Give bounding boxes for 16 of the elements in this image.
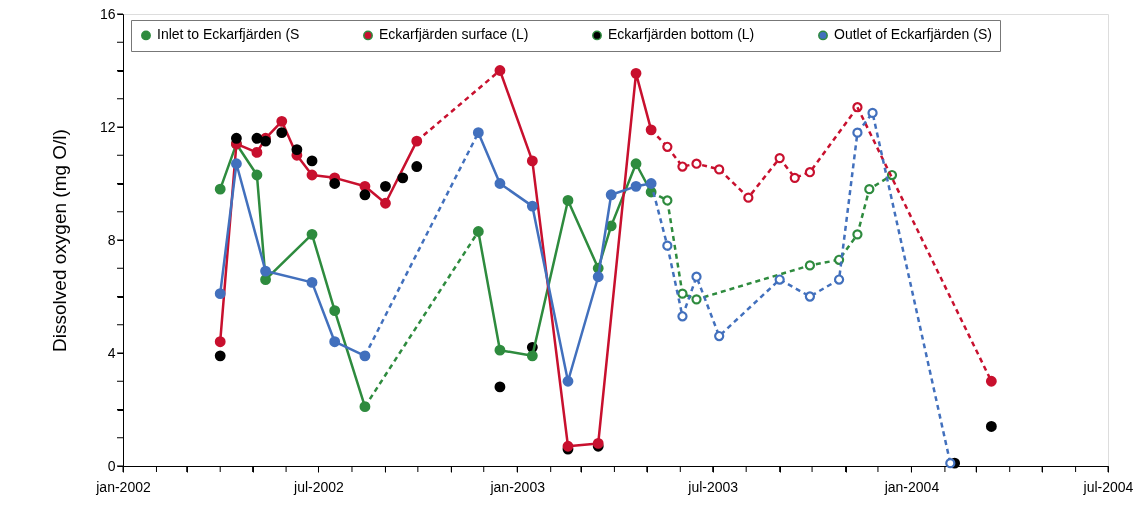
y-tick-label: 16: [99, 5, 116, 22]
y-tick-label: 8: [107, 231, 116, 248]
legend-label: Inlet to Eckarfjärden (S: [157, 26, 300, 43]
x-tick-label: jan-2003: [489, 478, 546, 495]
y-tick-label: 4: [107, 344, 116, 361]
y-axis-title: Dissolved oxygen (mg O/l): [48, 129, 70, 352]
legend-label: Outlet of Eckarfjärden (S): [834, 26, 992, 43]
x-tick-label: jul-2002: [293, 478, 345, 495]
x-tick-label: jan-2004: [883, 478, 940, 495]
y-tick-label: 0: [107, 457, 116, 474]
legend-label: Eckarfjärden surface (L): [379, 26, 529, 43]
x-tick-label: jul-2004: [1082, 478, 1134, 495]
x-tick-label: jan-2002: [95, 478, 151, 495]
legend-label: Eckarfjärden bottom (L): [608, 26, 755, 43]
y-tick-label: 12: [99, 118, 116, 135]
x-tick-label: jul-2003: [687, 478, 739, 495]
